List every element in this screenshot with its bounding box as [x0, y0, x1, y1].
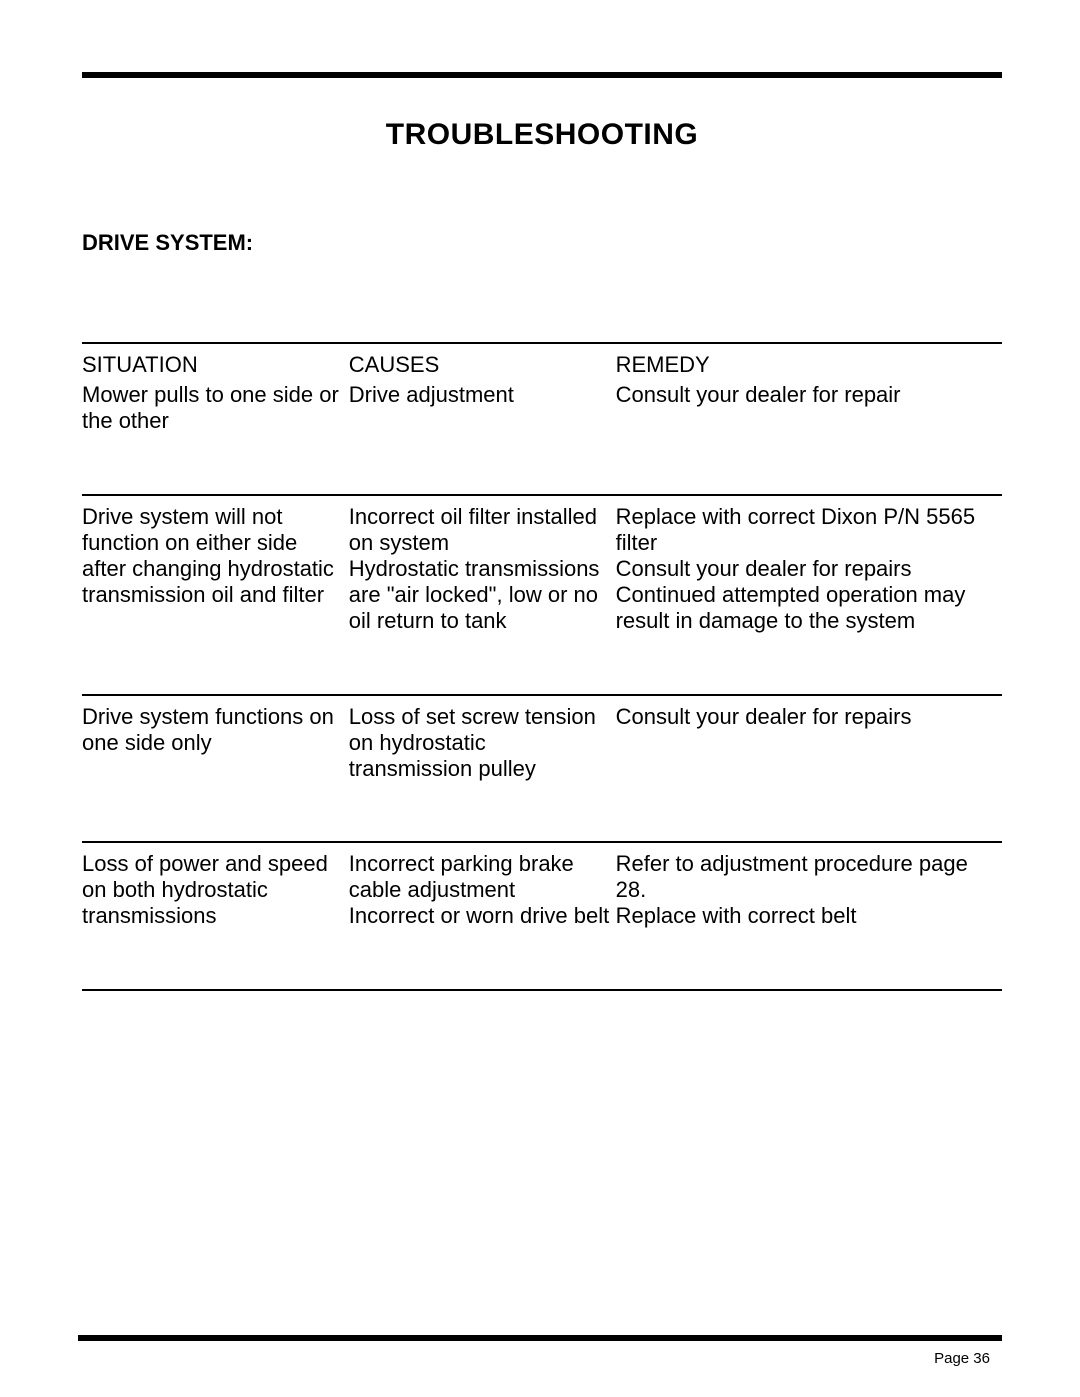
top-rule	[82, 72, 1002, 78]
troubleshooting-table: SITUATION CAUSES REMEDY Mower pulls to o…	[82, 342, 1002, 991]
manual-page: TROUBLESHOOTING DRIVE SYSTEM: SITUATION …	[0, 0, 1080, 1397]
header-remedy: REMEDY	[616, 344, 1002, 378]
cell-remedy: Refer to adjustment procedure page 28. R…	[616, 843, 1002, 990]
cell-remedy: Consult your dealer for repairs	[616, 696, 1002, 843]
cell-situation: Loss of power and speed on both hydrosta…	[82, 843, 349, 990]
table-row: Drive system functions on one side only …	[82, 696, 1002, 843]
cell-situation: Mower pulls to one side or the other	[82, 378, 349, 495]
cell-situation: Drive system functions on one side only	[82, 696, 349, 843]
page-number: Page 36	[934, 1350, 990, 1367]
cell-remedy: Replace with correct Dixon P/N 5565 filt…	[616, 496, 1002, 695]
cell-causes: Incorrect parking brake cable adjustment…	[349, 843, 616, 990]
table-row: Drive system will not function on either…	[82, 496, 1002, 695]
cell-remedy: Consult your dealer for repair	[616, 378, 1002, 495]
cell-situation: Drive system will not function on either…	[82, 496, 349, 695]
section-label: DRIVE SYSTEM:	[82, 230, 1002, 256]
page-title: TROUBLESHOOTING	[82, 118, 1002, 152]
bottom-rule	[78, 1335, 1002, 1341]
table-row: Loss of power and speed on both hydrosta…	[82, 843, 1002, 990]
cell-causes: Drive adjustment	[349, 378, 616, 495]
table-header-row: SITUATION CAUSES REMEDY	[82, 344, 1002, 378]
cell-causes: Loss of set screw tension on hydrostatic…	[349, 696, 616, 843]
header-causes: CAUSES	[349, 344, 616, 378]
cell-causes: Incorrect oil filter installed on system…	[349, 496, 616, 695]
header-situation: SITUATION	[82, 344, 349, 378]
table-row: Mower pulls to one side or the other Dri…	[82, 378, 1002, 495]
